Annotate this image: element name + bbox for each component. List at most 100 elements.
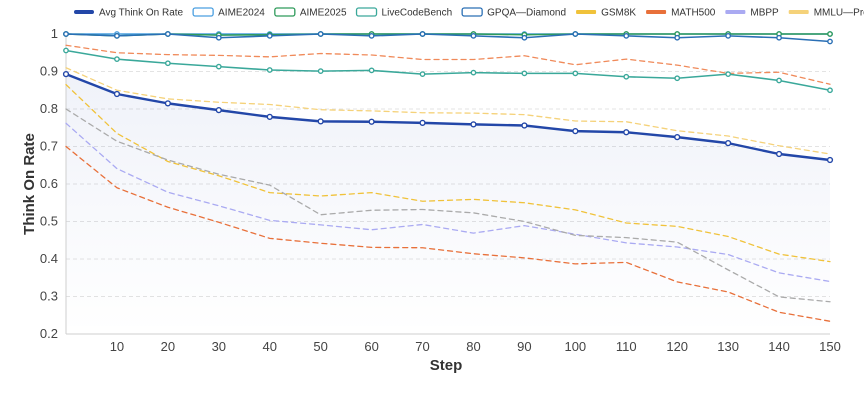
legend-label: GPQA—Diamond bbox=[487, 8, 566, 19]
data-point-avg-think-on-rate bbox=[521, 122, 528, 129]
legend-label: AIME2025 bbox=[300, 8, 347, 19]
legend-label: MMLU—Pro bbox=[814, 8, 864, 19]
legend-label: LiveCodeBench bbox=[382, 8, 453, 19]
x-tick-label: 50 bbox=[313, 339, 327, 354]
data-point-avg-think-on-rate bbox=[62, 71, 70, 78]
data-point-livecodebench bbox=[317, 68, 324, 75]
series-line-mmlu-pro bbox=[65, 67, 831, 155]
data-point-gpqa-diamond bbox=[266, 32, 273, 39]
legend-swatch bbox=[74, 10, 94, 14]
legend-label: GSM8K bbox=[601, 8, 636, 19]
legend[interactable]: Avg Think On Rate AIME2024 AIME2025 LiveCod… bbox=[74, 7, 864, 19]
legend-swatch bbox=[788, 10, 809, 14]
data-point-gpqa-diamond bbox=[776, 34, 782, 41]
series-line-avg-think-on-rate bbox=[64, 72, 832, 162]
series-gpqa-diamond bbox=[63, 31, 833, 45]
y-tick-label: 0.9 bbox=[40, 64, 58, 79]
y-tick-label: 0.8 bbox=[40, 101, 58, 116]
y-tick-label: 1 bbox=[51, 26, 58, 41]
data-point-avg-think-on-rate bbox=[775, 150, 783, 158]
y-tick-label: 0.5 bbox=[40, 214, 58, 229]
data-point-gpqa-diamond bbox=[827, 38, 833, 45]
legend-item-mmlu-pro[interactable]: MMLU—Pro bbox=[788, 8, 864, 19]
x-tick-label: 90 bbox=[517, 339, 531, 354]
series-line-math500 bbox=[65, 145, 831, 322]
legend-item-avg-think-on-rate[interactable]: Avg Think On Rate bbox=[74, 8, 184, 19]
data-point-gpqa-diamond bbox=[114, 32, 120, 39]
x-tick-label: 20 bbox=[161, 339, 175, 354]
series-line-aime2025 bbox=[65, 33, 831, 37]
data-point-livecodebench bbox=[215, 63, 222, 70]
data-point-avg-think-on-rate bbox=[674, 134, 681, 141]
series-line-gsm8k bbox=[65, 83, 831, 263]
legend-label: AIME2024 bbox=[218, 8, 265, 19]
x-tick-label: 80 bbox=[466, 339, 480, 354]
legend-item-gsm8k[interactable]: GSM8K bbox=[576, 8, 636, 19]
data-point-avg-think-on-rate bbox=[164, 100, 171, 107]
data-point-gpqa-diamond bbox=[215, 34, 222, 41]
legend-item-math500[interactable]: MATH500 bbox=[646, 8, 716, 19]
series-line-ifeval bbox=[65, 44, 831, 85]
series-mmlu-pro bbox=[65, 67, 831, 155]
y-tick-label: 0.7 bbox=[40, 139, 58, 154]
data-point-livecodebench bbox=[725, 71, 732, 78]
data-point-avg-think-on-rate bbox=[623, 129, 630, 136]
data-point-avg-think-on-rate bbox=[826, 156, 834, 164]
series-humaneval bbox=[65, 108, 831, 303]
series-line-mbpp bbox=[65, 122, 831, 283]
legend-swatch bbox=[274, 7, 296, 17]
data-point-gpqa-diamond bbox=[317, 31, 324, 37]
y-tick-label: 0.3 bbox=[40, 289, 58, 304]
x-tick-label: 40 bbox=[262, 339, 276, 354]
series-mbpp bbox=[65, 122, 831, 283]
legend-item-livecodebench[interactable]: LiveCodeBench bbox=[355, 7, 453, 19]
series-avg-think-on-rate bbox=[62, 71, 834, 164]
data-point-gpqa-diamond bbox=[572, 31, 579, 37]
data-point-livecodebench bbox=[114, 56, 120, 63]
x-tick-label: 100 bbox=[564, 339, 586, 354]
legend-swatch bbox=[355, 7, 378, 17]
series-gsm8k bbox=[65, 83, 831, 263]
data-point-avg-think-on-rate bbox=[419, 119, 426, 126]
data-point-gpqa-diamond bbox=[419, 31, 426, 37]
data-point-gpqa-diamond bbox=[725, 32, 732, 39]
legend-item-aime2024[interactable]: AIME2024 bbox=[192, 7, 265, 19]
data-point-gpqa-diamond bbox=[164, 31, 171, 37]
series-line-humaneval bbox=[65, 108, 831, 303]
legend-label: MATH500 bbox=[671, 8, 716, 19]
y-tick-label: 0.4 bbox=[40, 251, 58, 266]
data-point-gpqa-diamond bbox=[623, 32, 630, 39]
legend-item-aime2025[interactable]: AIME2025 bbox=[274, 7, 347, 19]
x-tick-label: 150 bbox=[819, 339, 841, 354]
legend-label: MBPP bbox=[750, 8, 779, 19]
x-axis-title: Step bbox=[430, 357, 463, 374]
data-point-avg-think-on-rate bbox=[215, 107, 222, 114]
avg-area-fill bbox=[66, 74, 830, 334]
legend-item-gpqa-diamond[interactable]: GPQA—Diamond bbox=[461, 7, 566, 19]
legend-item-mbpp[interactable]: MBPP bbox=[725, 8, 779, 19]
data-point-livecodebench bbox=[776, 77, 782, 84]
legend-swatch bbox=[461, 7, 483, 17]
data-point-livecodebench bbox=[368, 67, 375, 74]
data-point-livecodebench bbox=[266, 67, 273, 73]
data-point-avg-think-on-rate bbox=[572, 128, 579, 135]
data-point-avg-think-on-rate bbox=[470, 121, 477, 128]
data-point-gpqa-diamond bbox=[63, 31, 69, 37]
y-tick-label: 0.6 bbox=[40, 176, 58, 191]
legend-swatch bbox=[725, 10, 746, 14]
data-point-livecodebench bbox=[164, 60, 171, 67]
series-lines bbox=[62, 31, 834, 322]
data-point-gpqa-diamond bbox=[368, 32, 375, 39]
legend-label: Avg Think On Rate bbox=[99, 8, 184, 19]
x-tick-label: 120 bbox=[666, 339, 688, 354]
data-point-livecodebench bbox=[419, 71, 426, 78]
data-point-livecodebench bbox=[623, 73, 630, 80]
data-point-avg-think-on-rate bbox=[113, 90, 121, 98]
legend-swatch bbox=[192, 7, 214, 17]
data-point-avg-think-on-rate bbox=[368, 118, 375, 125]
y-axis-title: Think On Rate bbox=[21, 133, 38, 235]
data-point-gpqa-diamond bbox=[521, 34, 528, 41]
